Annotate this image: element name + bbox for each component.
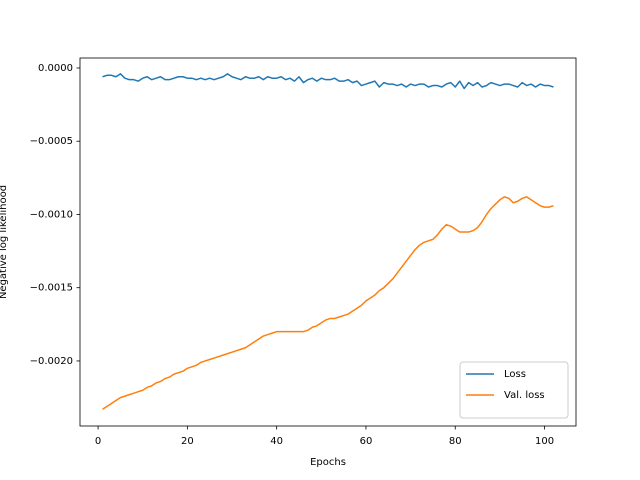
legend: Loss Val. loss xyxy=(459,361,569,419)
y-tick-label: −0.0005 xyxy=(30,136,73,147)
legend-label: Loss xyxy=(504,369,526,380)
x-axis-label: Epochs xyxy=(310,457,346,468)
series-line xyxy=(102,196,554,410)
x-tick-label: 20 xyxy=(181,436,194,447)
series-line xyxy=(102,73,554,90)
y-tick-label: 0.0000 xyxy=(38,63,73,74)
x-tick-label: 40 xyxy=(270,436,283,447)
axes-frame xyxy=(79,57,577,427)
x-tick-label: 0 xyxy=(95,436,101,447)
legend-box xyxy=(459,361,569,419)
x-tick-label: 80 xyxy=(449,436,462,447)
x-tick-label: 60 xyxy=(360,436,373,447)
y-axis-label: Negative log likelihood xyxy=(0,185,9,299)
y-tick-label: −0.0020 xyxy=(30,356,73,367)
legend-label: Val. loss xyxy=(504,390,545,401)
y-tick-label: −0.0010 xyxy=(30,209,73,220)
y-tick-label: −0.0015 xyxy=(30,283,73,294)
x-tick-label: 100 xyxy=(535,436,554,447)
